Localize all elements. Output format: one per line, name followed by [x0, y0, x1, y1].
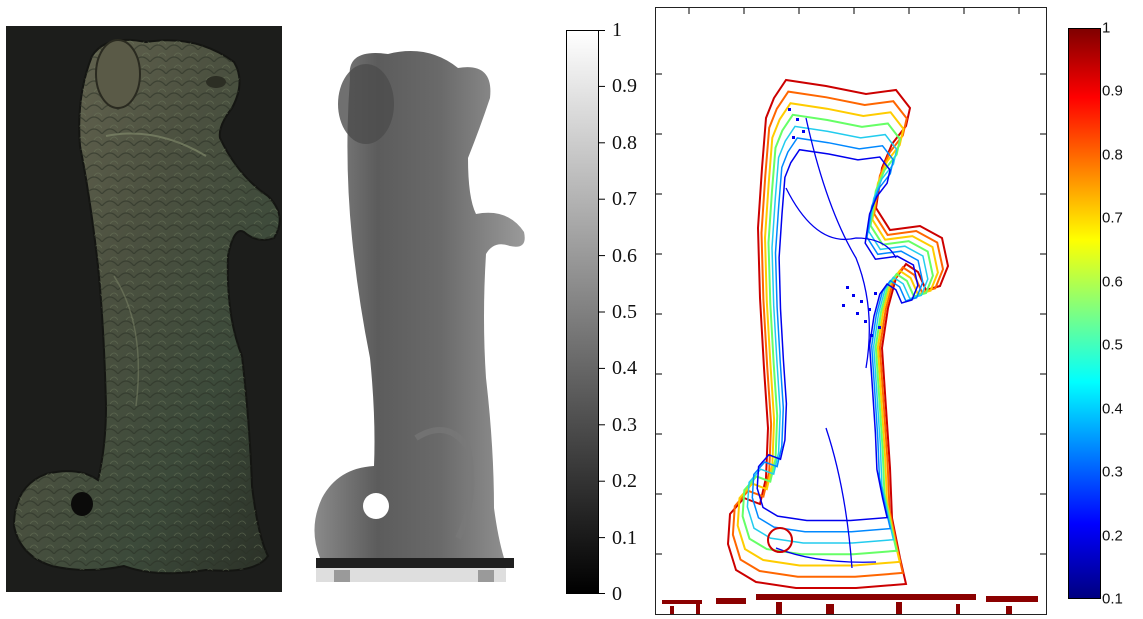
grayscale-tick-label: 0	[612, 583, 622, 605]
jet-tick-label: 0.5	[1102, 336, 1123, 354]
contour-map	[655, 7, 1047, 615]
contour-line	[751, 137, 924, 533]
xray-figurine-illustration	[314, 51, 525, 582]
jet-tick-label: 0.2	[1102, 527, 1123, 545]
jet-tick-label: 0.4	[1102, 400, 1123, 418]
grayscale-colorbar	[566, 30, 599, 594]
grayscale-tick-label: 0.1	[612, 526, 637, 549]
grayscale-tick-label: 0.4	[612, 357, 637, 380]
jet-tick-label: 0.3	[1102, 463, 1123, 481]
contour-noise	[788, 108, 881, 337]
jet-tick-label: 0.8	[1102, 146, 1123, 164]
grayscale-tick-label: 0.5	[612, 301, 637, 323]
baseline-debris	[662, 594, 1038, 614]
contour-plot	[656, 8, 1046, 614]
jet-colorbar-labels: 1 0.9 0.8 0.7 0.6 0.5 0.4 0.3 0.2 0.1	[1102, 21, 1142, 607]
contour-line	[731, 90, 945, 578]
contour-detail-line	[785, 187, 897, 259]
jet-tick-label: 0.7	[1102, 209, 1123, 227]
contour-line	[746, 125, 929, 544]
grayscale-tick-label: 0.3	[612, 413, 637, 436]
grayscale-tick-label: 0.9	[612, 75, 637, 98]
grayscale-tick-label: 0.8	[612, 131, 637, 154]
bronze-figurine-photo	[6, 26, 282, 592]
contour-line	[726, 78, 950, 589]
contour-line	[736, 102, 939, 567]
contour-detail-line	[805, 117, 870, 369]
jet-tick-label: 0.9	[1102, 82, 1123, 100]
jet-tick-label: 1	[1102, 19, 1111, 37]
grayscale-tick-label: 1	[612, 19, 622, 41]
jet-tick-label: 0.6	[1102, 273, 1123, 291]
contour-hole	[767, 527, 793, 553]
jet-tick-label: 0.1	[1102, 590, 1123, 608]
contour-line	[741, 113, 934, 556]
contour-line	[756, 148, 919, 522]
jet-colorbar	[1068, 28, 1101, 599]
grayscale-colorbar-labels: 1 0.9 0.8 0.7 0.6 0.5 0.4 0.3 0.2 0.1 0	[612, 20, 662, 604]
bronze-figurine-illustration	[6, 26, 282, 592]
contour-detail-line	[825, 427, 853, 569]
grayscale-colorbar-ticks	[599, 30, 605, 594]
grayscale-tick-label: 0.7	[612, 188, 637, 211]
grayscale-tick-label: 0.2	[612, 470, 637, 493]
xray-image	[298, 18, 556, 606]
grayscale-tick-label: 0.6	[612, 244, 637, 267]
